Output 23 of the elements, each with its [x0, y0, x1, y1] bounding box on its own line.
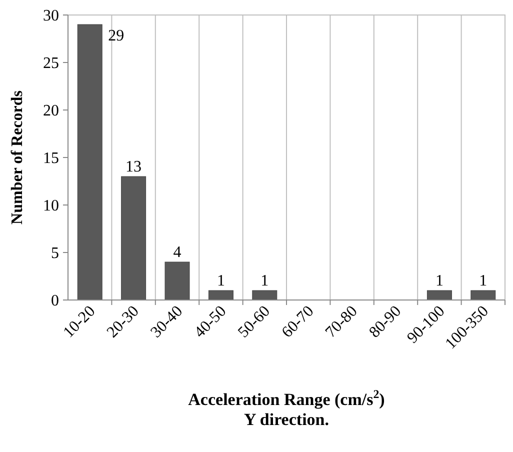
bar: [77, 24, 102, 300]
bar: [208, 290, 234, 300]
y-tick-label: 30: [43, 8, 59, 25]
data-label: 4: [173, 244, 182, 261]
data-label: 1: [216, 272, 225, 290]
y-axis-title: Number of Records: [9, 90, 26, 224]
y-tick-label: 5: [51, 245, 59, 262]
y-tick-label: 20: [43, 102, 59, 120]
y-tick-label: 10: [43, 198, 59, 215]
text: Acceleration Range (cm/s$^{2}$) Y direction.: [188, 387, 385, 429]
bar: [121, 176, 146, 300]
data-label: 1: [260, 272, 269, 290]
bar: [252, 290, 278, 300]
y-tick-label: 15: [43, 150, 59, 168]
y-tick-label: 0: [51, 292, 59, 310]
y-tick-label: 25: [43, 55, 59, 72]
bar: [426, 290, 452, 300]
data-label: 1: [435, 272, 444, 290]
bar: [164, 262, 190, 300]
data-label: 29: [108, 28, 124, 44]
data-label: 13: [126, 158, 142, 176]
data-label: 1: [479, 272, 488, 290]
bar: [470, 290, 496, 300]
